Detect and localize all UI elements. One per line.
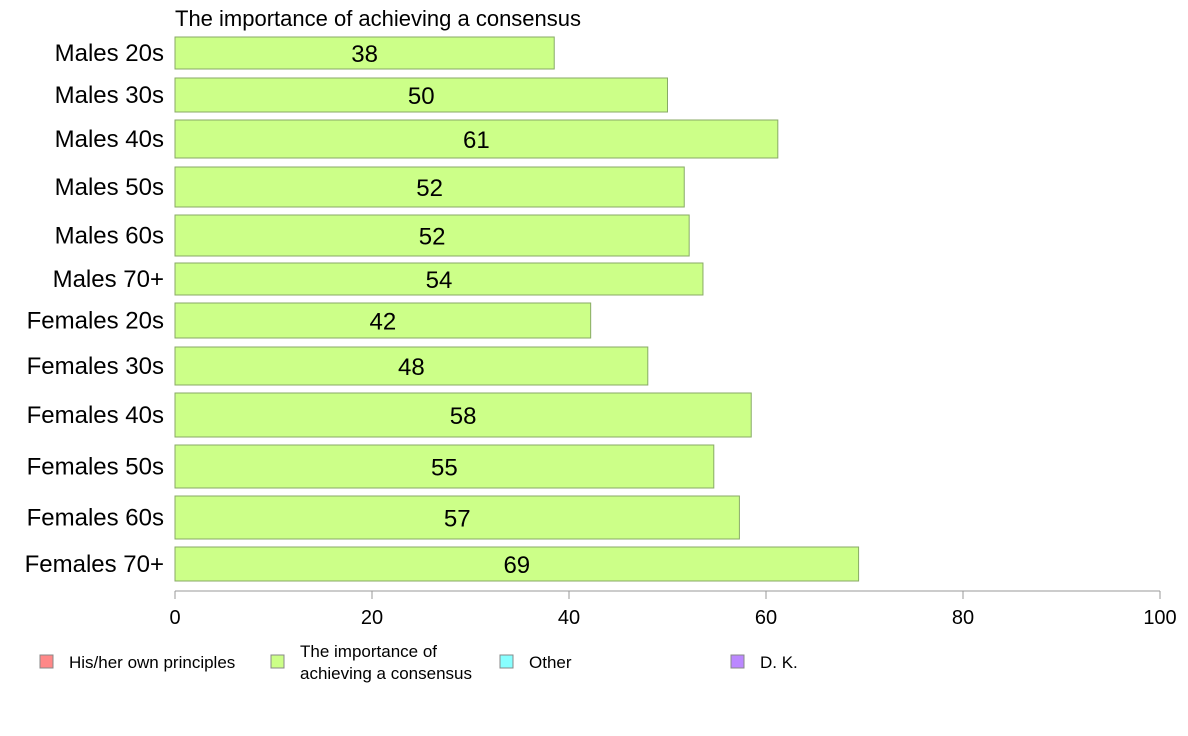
legend-label: D. K. [760,653,798,672]
bar [174,77,668,113]
legend: His/her own principles The importance of a… [39,642,798,683]
bar [174,119,779,159]
category-label: Males 20s [55,40,164,67]
legend-swatch [730,654,745,669]
bar [174,495,740,540]
category-label: Females 60s [27,505,164,532]
data-label: 52 [419,224,446,251]
data-label: 48 [398,354,425,381]
category-label: Males 70+ [53,266,164,293]
data-label: 57 [444,506,471,533]
bar [174,262,704,296]
chart-title: The importance of achieving a consensus [175,6,581,31]
category-label: Females 20s [27,308,164,335]
category-label: Females 50s [27,454,164,481]
data-label: 52 [416,175,443,202]
bar [174,302,592,339]
data-label: 61 [463,127,490,154]
data-label: 69 [503,552,530,579]
x-axis: 0 20 40 60 80 100 [169,590,1177,629]
legend-label: His/her own principles [69,653,235,672]
bar [174,546,860,582]
category-label: Males 40s [55,126,164,153]
category-label: Females 30s [27,353,164,380]
x-tick-label: 0 [169,607,180,629]
bar [174,166,685,208]
x-tick-label: 20 [361,607,383,629]
data-label: 38 [351,41,378,68]
category-label: Males 60s [55,223,164,250]
category-label: Females 40s [27,402,164,429]
bar [174,392,752,438]
data-label: 42 [369,309,396,336]
data-label: 54 [426,267,453,294]
x-tick-label: 100 [1143,607,1176,629]
legend-swatch [270,654,285,669]
legend-swatch [39,654,54,669]
x-tick-label: 80 [952,607,974,629]
legend-label: Other [529,653,572,672]
data-label: 58 [450,403,477,430]
category-label: Females 70+ [25,551,164,578]
category-label: Males 50s [55,174,164,201]
legend-label: The importance of [300,642,437,661]
legend-label: achieving a consensus [300,664,472,683]
category-label: Males 30s [55,82,164,109]
bar [174,346,649,386]
x-tick-label: 60 [755,607,777,629]
bar [174,444,715,489]
data-label: 50 [408,83,435,110]
data-label: 55 [431,455,458,482]
bars-group: Males 20s 38 Males 30s 50 Males 40s 61 Males 5… [25,36,860,582]
x-tick-label: 40 [558,607,580,629]
bar [174,36,555,70]
bar [174,214,690,257]
legend-swatch [499,654,514,669]
